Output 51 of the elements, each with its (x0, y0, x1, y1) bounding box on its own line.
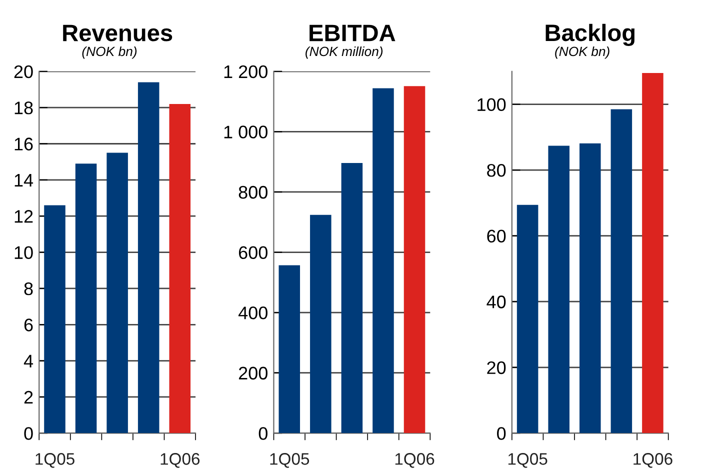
y-tick-label: 20 (14, 65, 33, 78)
y-tick-label: 1 000 (224, 126, 268, 138)
x-tick-label: 1Q06 (634, 453, 672, 468)
y-tick-label: 20 (487, 361, 506, 374)
y-tick-label: 100 (478, 98, 506, 112)
y-tick-label: 6 (24, 318, 33, 332)
y-tick-label: 80 (487, 164, 506, 177)
y-tick-label: 18 (14, 102, 33, 114)
x-tick-label: 1Q06 (395, 453, 434, 468)
y-tick-label: 4 (24, 354, 34, 368)
bar (106, 152, 128, 434)
y-tick-label: 800 (238, 186, 268, 199)
y-tick-label: 1 200 (224, 65, 268, 78)
y-tick-label: 8 (24, 282, 33, 296)
y-tick-label: 10 (14, 246, 33, 259)
y-tick-label: 400 (238, 306, 268, 320)
y-tick-label: 0 (24, 427, 33, 440)
y-tick-label: 40 (486, 296, 506, 308)
chart-title: Revenues (63, 24, 172, 42)
bar (341, 163, 363, 434)
bar (548, 146, 570, 434)
x-tick-label: 1Q06 (160, 453, 200, 468)
chart-subtitle: (NOK million) (306, 46, 383, 59)
y-tick-label: 2 (24, 390, 33, 404)
x-tick-label: 1Q05 (270, 453, 310, 468)
chart-subtitle: (NOK bn) (555, 46, 610, 59)
y-tick-label: 12 (14, 210, 33, 223)
y-tick-label: 14 (14, 174, 34, 186)
chart-subtitle: (NOK bn) (82, 46, 137, 59)
y-tick-label: 600 (238, 246, 268, 259)
chart-title: EBITDA (310, 24, 396, 42)
y-tick-label: 200 (238, 366, 268, 380)
bar (516, 204, 538, 434)
bar (372, 88, 394, 434)
bar (138, 82, 160, 434)
y-tick-label: 0 (258, 427, 268, 440)
y-tick-label: 0 (497, 427, 506, 440)
bar (610, 109, 632, 434)
chart-title: Backlog (546, 24, 634, 46)
y-tick-label: 60 (487, 230, 506, 243)
bar (404, 86, 426, 434)
x-tick-label: 1Q05 (36, 453, 74, 468)
y-tick-label: 16 (14, 138, 33, 150)
bar (310, 214, 332, 434)
bar (44, 205, 66, 434)
bar (75, 164, 97, 434)
bar (169, 104, 191, 434)
bar (579, 143, 601, 434)
bar (642, 73, 664, 434)
x-tick-label: 1Q05 (508, 453, 548, 468)
bar (278, 265, 300, 434)
